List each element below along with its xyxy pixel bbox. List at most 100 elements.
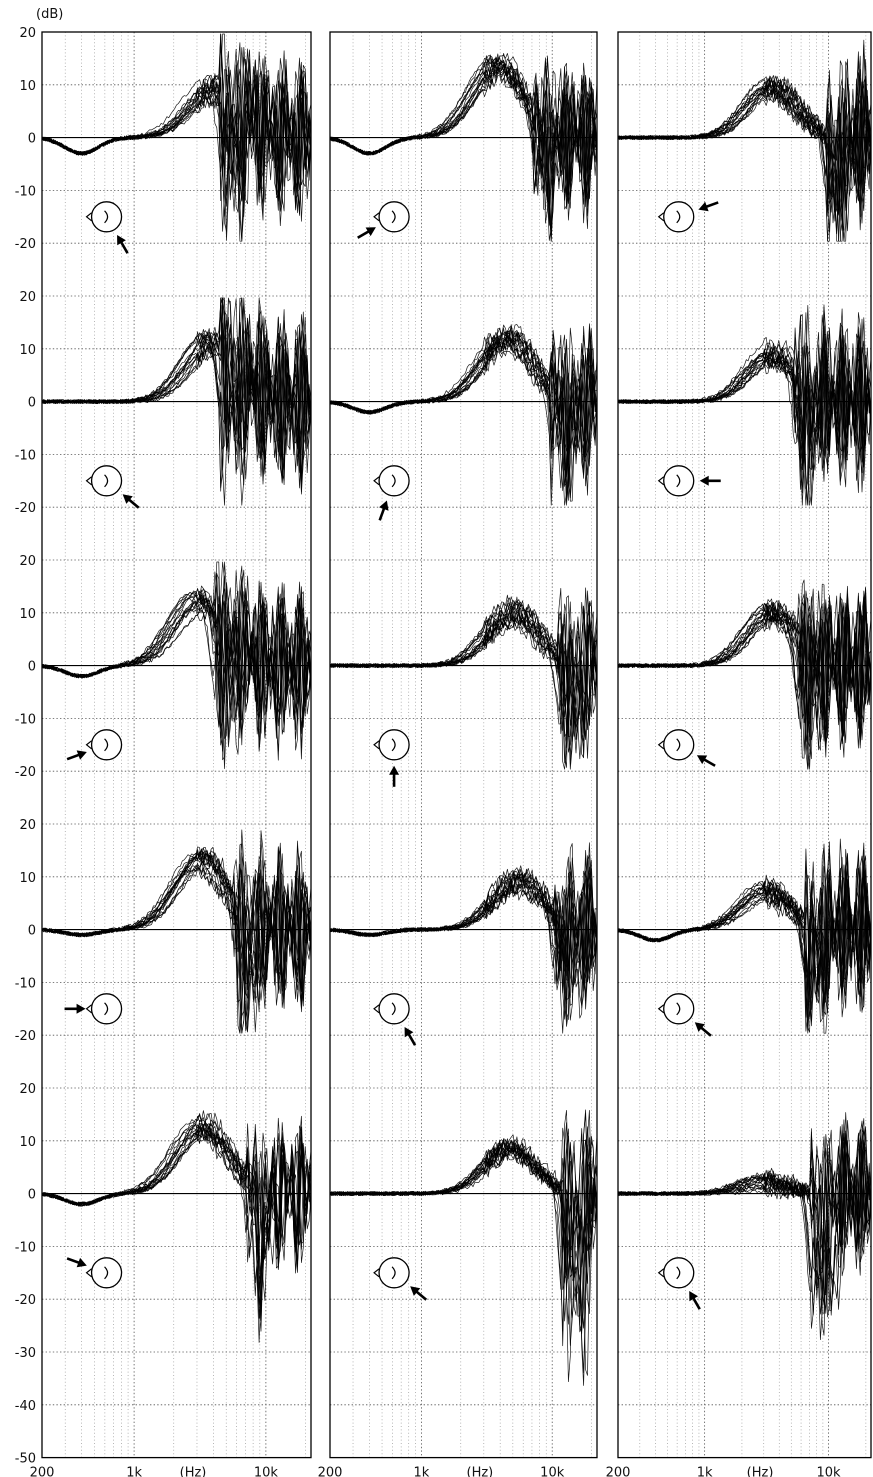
- panel-r5-c3: [617, 1112, 872, 1341]
- head-ear: [676, 738, 681, 752]
- response-curve: [41, 1125, 312, 1253]
- direction-icon: [64, 993, 123, 1025]
- head-nose: [373, 740, 380, 750]
- response-curve: [617, 593, 872, 770]
- head-ear: [104, 1266, 109, 1280]
- response-curve: [41, 33, 312, 241]
- head-nose: [85, 740, 92, 750]
- response-curve: [329, 324, 598, 473]
- response-curve: [41, 51, 312, 242]
- response-curve: [617, 860, 872, 1011]
- direction-icon: [85, 465, 140, 509]
- response-curve: [617, 869, 872, 1033]
- response-curve: [329, 856, 598, 1019]
- y-axis-unit-label: (dB): [36, 7, 63, 22]
- response-curve: [41, 847, 312, 1033]
- response-curve: [617, 1129, 872, 1314]
- panel-r1-c3: [617, 39, 872, 242]
- x-tick-label: 1k: [126, 1466, 142, 1477]
- arrow-head: [696, 755, 708, 765]
- response-curve: [617, 594, 872, 770]
- head-outline: [90, 729, 123, 761]
- arrow-head: [698, 201, 709, 212]
- response-curve: [41, 862, 312, 1034]
- response-curve: [41, 297, 312, 485]
- response-curve: [617, 590, 872, 751]
- arrow-head: [389, 765, 400, 775]
- head-nose: [657, 1004, 665, 1014]
- panel-r3-c2: [329, 587, 598, 787]
- y-tick-label: 0: [28, 132, 36, 147]
- response-curve: [617, 1126, 872, 1329]
- response-curve: [329, 1140, 598, 1374]
- head-nose: [657, 476, 665, 486]
- panel-r2-c1: [41, 297, 312, 509]
- grid-column-2: [329, 31, 597, 1458]
- response-curve: [329, 338, 598, 490]
- arrow-head: [379, 500, 389, 511]
- panel-r2-c3: [617, 304, 872, 506]
- x-axis-ticks: 200 1k 10k (Hz) 200 1k 10k (Hz) 200 1k 10k (Hz): [30, 1466, 841, 1477]
- arrow-head: [76, 1003, 86, 1014]
- response-curve: [617, 841, 872, 1018]
- response-curve: [329, 1133, 598, 1383]
- arrow-head: [694, 1022, 705, 1032]
- x-tick-label: 10k: [540, 1466, 565, 1477]
- response-curve: [617, 329, 872, 466]
- head-outline: [378, 201, 410, 233]
- y-tick-label: -50: [15, 1452, 36, 1467]
- response-curve: [41, 864, 312, 1034]
- response-curve: [41, 47, 312, 187]
- direction-icon: [373, 729, 410, 787]
- arrow-head: [76, 750, 87, 760]
- direction-icon: [66, 729, 123, 761]
- response-curve: [329, 1126, 598, 1322]
- response-curve: [617, 68, 872, 232]
- x-axis-unit-label: (Hz): [467, 1466, 494, 1477]
- response-curve: [329, 1128, 598, 1325]
- response-curve: [329, 607, 598, 759]
- response-curve: [41, 575, 312, 769]
- panel-r3-c1: [41, 561, 312, 769]
- response-curve: [329, 865, 598, 1006]
- y-tick-label: 20: [19, 1082, 36, 1097]
- response-curve: [41, 866, 312, 1032]
- y-tick-label: 0: [28, 924, 36, 939]
- response-curve: [617, 1134, 872, 1341]
- head-ear: [676, 1002, 681, 1016]
- arrow-head: [404, 1026, 414, 1038]
- response-curve: [617, 1139, 872, 1306]
- direction-icon: [657, 729, 716, 767]
- panel-r1-c1: [41, 33, 312, 254]
- head-ear: [391, 1002, 396, 1016]
- head-nose: [85, 1268, 92, 1278]
- y-tick-label: -20: [15, 501, 36, 516]
- response-curve: [329, 57, 598, 229]
- head-ear: [391, 738, 396, 752]
- column-frame-2: [329, 31, 598, 1459]
- panel-r4-c3: [617, 838, 872, 1037]
- response-curve: [617, 598, 872, 770]
- arrow-head: [122, 494, 133, 504]
- head-outline: [90, 993, 123, 1025]
- head-nose: [373, 1268, 380, 1278]
- arrow-head: [76, 1257, 87, 1268]
- y-tick-label: 0: [28, 1188, 36, 1203]
- response-curve: [617, 865, 872, 1004]
- response-curve: [41, 1110, 312, 1307]
- response-curve: [329, 63, 598, 242]
- response-curve: [617, 1124, 872, 1311]
- y-tick-label: 0: [28, 396, 36, 411]
- head-nose: [657, 740, 665, 750]
- response-curve: [329, 337, 598, 506]
- y-tick-label: -10: [15, 1240, 36, 1255]
- response-curve: [41, 863, 312, 1017]
- response-curve: [617, 1119, 872, 1316]
- response-curve: [329, 600, 598, 764]
- response-curve: [329, 1128, 598, 1335]
- response-curve: [41, 590, 312, 746]
- y-axis-ticks: 20 10 0 -10 -20 20 10 0 -10 -20 20 10 0 -10 -20 20 10 0 -1…: [15, 26, 36, 1467]
- response-curve: [41, 300, 312, 476]
- arrow-head: [410, 1286, 421, 1296]
- head-ear: [104, 474, 109, 488]
